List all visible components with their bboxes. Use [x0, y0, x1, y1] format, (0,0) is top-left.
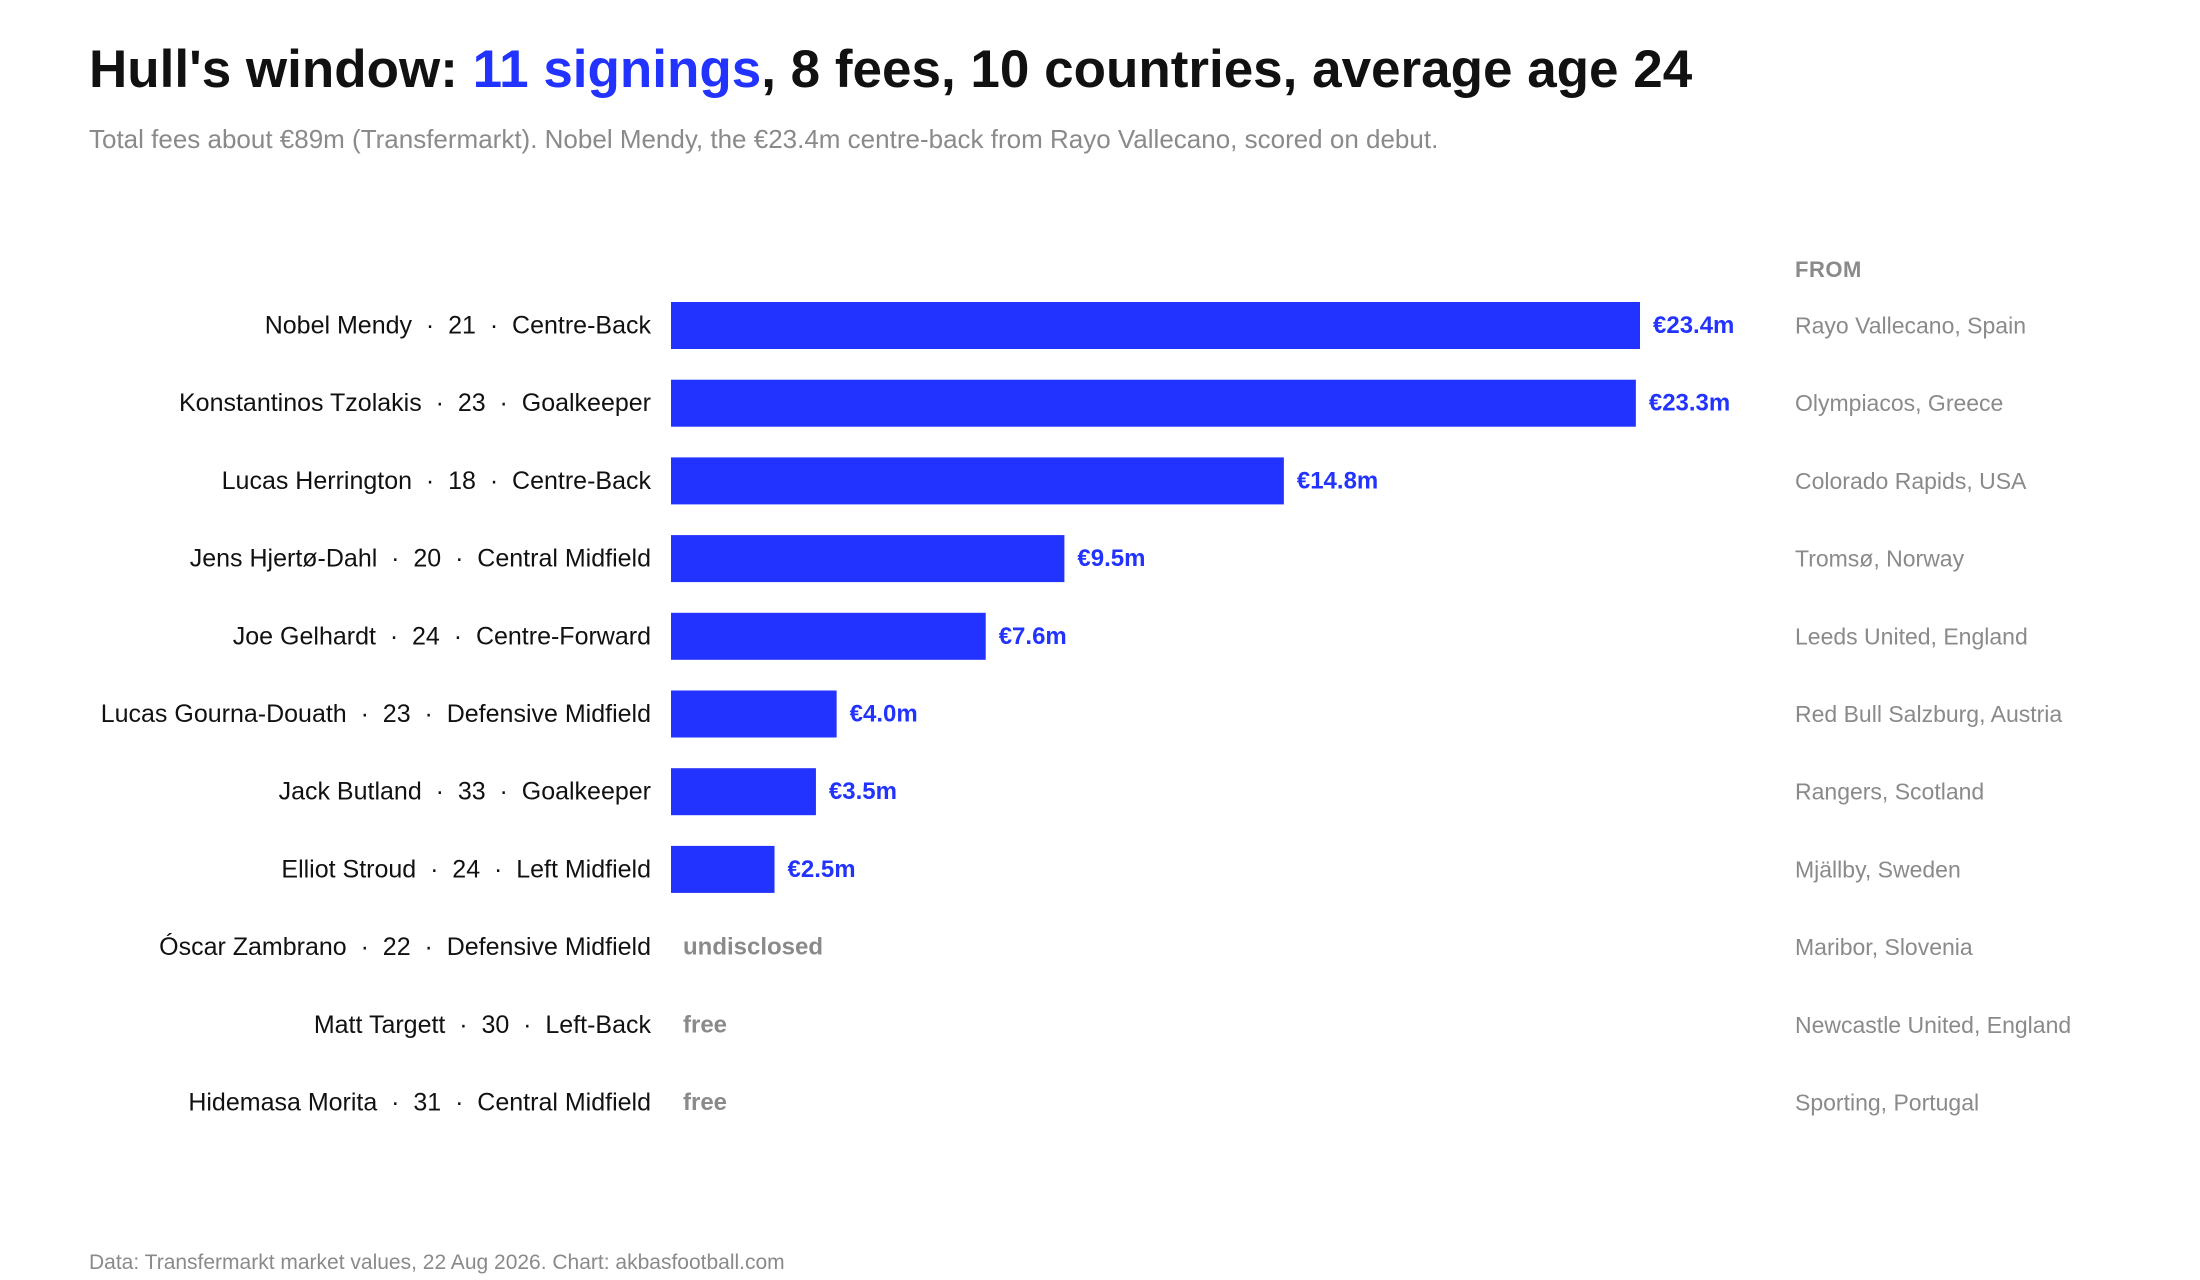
category-label: Nobel Mendy · 21 · Centre-Back	[265, 312, 652, 340]
category-label: Lucas Gourna-Douath · 23 · Defensive Mid…	[101, 700, 651, 728]
bar	[671, 302, 1640, 349]
value-label: free	[683, 1089, 727, 1116]
bar-row: Óscar Zambrano · 22 · Defensive Midfield…	[159, 932, 1973, 961]
from-club-label: Rangers, Scotland	[1795, 779, 1984, 805]
bar	[671, 457, 1284, 505]
bar-row: Lucas Gourna-Douath · 23 · Defensive Mid…	[101, 690, 2062, 738]
bar-row: Jens Hjertø-Dahl · 20 · Central Midfield…	[190, 535, 1965, 583]
from-column-header: FROM	[1795, 257, 1862, 282]
from-club-label: Tromsø, Norway	[1795, 546, 1965, 572]
from-club-label: Newcastle United, England	[1795, 1012, 2071, 1038]
category-label: Lucas Herrington · 18 · Centre-Back	[222, 467, 652, 495]
value-label: €3.5m	[829, 778, 897, 805]
bar	[671, 845, 775, 893]
from-club-label: Leeds United, England	[1795, 623, 2028, 649]
bar-row: Hidemasa Morita · 31 · Central Midfield f…	[188, 1089, 1979, 1117]
bar	[671, 768, 816, 816]
title-highlight: 11 signings	[472, 40, 762, 99]
bar-row: Lucas Herrington · 18 · Centre-Back €14.8…	[222, 457, 2027, 505]
value-label: undisclosed	[683, 934, 823, 961]
category-label: Jens Hjertø-Dahl · 20 · Central Midfield	[190, 545, 651, 573]
value-label: €2.5m	[788, 856, 856, 883]
title-prefix: Hull's window:	[89, 40, 473, 99]
source-footer: Data: Transfermarkt market values, 22 Au…	[89, 1251, 785, 1274]
from-club-label: Rayo Vallecano, Spain	[1795, 313, 2026, 339]
value-label: €7.6m	[999, 623, 1067, 650]
value-label: €14.8m	[1297, 467, 1378, 494]
value-label: €9.5m	[1077, 545, 1145, 572]
category-label: Matt Targett · 30 · Left-Back	[314, 1011, 652, 1039]
bar-row: Konstantinos Tzolakis · 23 · Goalkeeper €…	[179, 379, 2003, 427]
from-club-label: Sporting, Portugal	[1795, 1090, 1979, 1116]
value-label: €23.3m	[1649, 390, 1730, 417]
category-label: Joe Gelhardt · 24 · Centre-Forward	[233, 622, 651, 650]
bar	[671, 535, 1065, 583]
bar-chart: Nobel Mendy · 21 · Centre-Back €23.4m Rayo…	[101, 302, 2071, 1117]
bar	[671, 612, 986, 660]
chart-title: Hull's window: 11 signings, 8 fees, 10 c…	[89, 38, 1692, 102]
from-club-label: Mjällby, Sweden	[1795, 856, 1961, 882]
value-label: €23.4m	[1653, 312, 1734, 339]
title-rest: , 8 fees, 10 countries, average age 24	[761, 40, 1693, 99]
value-label: €4.0m	[850, 701, 918, 728]
bar-row: Jack Butland · 33 · Goalkeeper €3.5m Range…	[279, 768, 1984, 816]
category-label: Óscar Zambrano · 22 · Defensive Midfield	[159, 932, 651, 961]
bar-row: Elliot Stroud · 24 · Left Midfield €2.5m M…	[281, 845, 1961, 893]
bar	[671, 690, 837, 738]
category-label: Konstantinos Tzolakis · 23 · Goalkeeper	[179, 389, 651, 417]
bar-row: Nobel Mendy · 21 · Centre-Back €23.4m Rayo…	[265, 302, 2026, 349]
bar-row: Matt Targett · 30 · Left-Back free Newcast…	[314, 1011, 2071, 1039]
from-club-label: Maribor, Slovenia	[1795, 934, 1973, 960]
bar-row: Joe Gelhardt · 24 · Centre-Forward €7.6m L…	[233, 612, 2028, 660]
from-club-label: Red Bull Salzburg, Austria	[1795, 701, 2062, 727]
category-label: Jack Butland · 33 · Goalkeeper	[279, 778, 651, 806]
from-club-label: Colorado Rapids, USA	[1795, 468, 2027, 494]
chart-subtitle: Total fees about €89m (Transfermarkt). N…	[89, 124, 1439, 154]
bar	[671, 379, 1636, 427]
value-label: free	[683, 1011, 727, 1038]
from-club-label: Olympiacos, Greece	[1795, 390, 2003, 416]
category-label: Elliot Stroud · 24 · Left Midfield	[281, 855, 651, 883]
category-label: Hidemasa Morita · 31 · Central Midfield	[188, 1089, 651, 1117]
